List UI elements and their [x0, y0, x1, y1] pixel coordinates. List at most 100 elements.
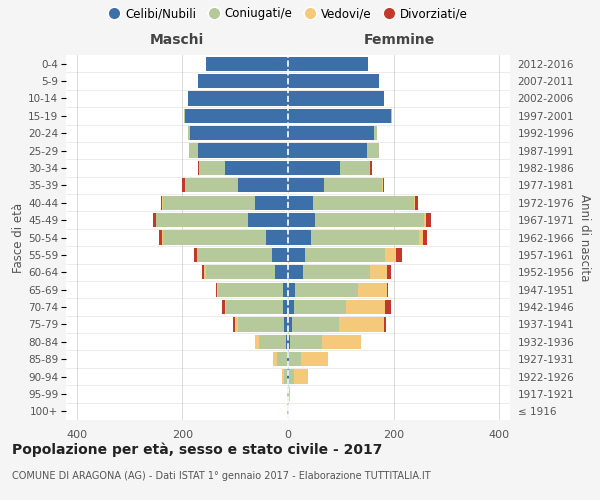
- Bar: [290, 334, 322, 349]
- Bar: [301, 352, 328, 366]
- Bar: [311, 230, 419, 244]
- Bar: [284, 370, 287, 384]
- Bar: [161, 196, 162, 210]
- Bar: [322, 334, 361, 349]
- Bar: [340, 161, 370, 175]
- Bar: [288, 126, 374, 140]
- Bar: [385, 248, 397, 262]
- Bar: [199, 161, 224, 175]
- Bar: [283, 300, 288, 314]
- Bar: [224, 300, 226, 314]
- Bar: [387, 282, 388, 297]
- Bar: [288, 213, 316, 227]
- Bar: [182, 178, 185, 192]
- Bar: [288, 265, 303, 280]
- Bar: [216, 282, 217, 297]
- Legend: Celibi/Nubili, Coniugati/e, Vedovi/e, Divorziati/e: Celibi/Nubili, Coniugati/e, Vedovi/e, Di…: [104, 2, 472, 25]
- Bar: [303, 265, 370, 280]
- Bar: [370, 265, 388, 280]
- Bar: [288, 144, 367, 158]
- Text: Popolazione per età, sesso e stato civile - 2017: Popolazione per età, sesso e stato civil…: [12, 442, 382, 457]
- Bar: [185, 178, 238, 192]
- Bar: [283, 282, 288, 297]
- Bar: [238, 178, 288, 192]
- Bar: [185, 108, 288, 123]
- Bar: [156, 213, 248, 227]
- Text: COMUNE DI ARAGONA (AG) - Dati ISTAT 1° gennaio 2017 - Elaborazione TUTTITALIA.IT: COMUNE DI ARAGONA (AG) - Dati ISTAT 1° g…: [12, 471, 431, 481]
- Bar: [288, 282, 295, 297]
- Bar: [295, 370, 308, 384]
- Bar: [324, 178, 382, 192]
- Bar: [197, 161, 199, 175]
- Bar: [198, 144, 288, 158]
- Bar: [153, 213, 156, 227]
- Bar: [358, 282, 387, 297]
- Y-axis label: Anni di nascita: Anni di nascita: [578, 194, 591, 281]
- Bar: [275, 265, 288, 280]
- Bar: [224, 161, 288, 175]
- Bar: [414, 196, 415, 210]
- Bar: [288, 352, 289, 366]
- Bar: [190, 126, 288, 140]
- Bar: [292, 318, 339, 332]
- Bar: [288, 300, 294, 314]
- Bar: [426, 213, 431, 227]
- Bar: [188, 92, 288, 106]
- Bar: [370, 161, 371, 175]
- Y-axis label: Fasce di età: Fasce di età: [13, 202, 25, 272]
- Bar: [255, 334, 259, 349]
- Bar: [206, 265, 275, 280]
- Bar: [281, 370, 284, 384]
- Bar: [163, 230, 266, 244]
- Bar: [288, 92, 384, 106]
- Bar: [288, 56, 368, 71]
- Bar: [198, 74, 288, 88]
- Bar: [383, 318, 386, 332]
- Bar: [294, 300, 346, 314]
- Bar: [288, 387, 289, 401]
- Bar: [277, 352, 287, 366]
- Bar: [194, 248, 197, 262]
- Bar: [266, 230, 288, 244]
- Bar: [235, 318, 238, 332]
- Bar: [163, 196, 255, 210]
- Bar: [288, 196, 313, 210]
- Bar: [288, 161, 340, 175]
- Bar: [233, 318, 235, 332]
- Bar: [391, 108, 392, 123]
- Bar: [316, 213, 424, 227]
- Bar: [238, 318, 284, 332]
- Bar: [184, 108, 185, 123]
- Bar: [287, 387, 288, 401]
- Bar: [288, 74, 379, 88]
- Bar: [206, 56, 288, 71]
- Bar: [289, 387, 290, 401]
- Bar: [284, 318, 288, 332]
- Bar: [205, 265, 206, 280]
- Bar: [295, 282, 358, 297]
- Bar: [419, 230, 424, 244]
- Bar: [288, 248, 305, 262]
- Bar: [226, 300, 283, 314]
- Text: Femmine: Femmine: [364, 33, 434, 47]
- Bar: [288, 178, 324, 192]
- Bar: [415, 196, 418, 210]
- Bar: [259, 334, 286, 349]
- Bar: [424, 230, 427, 244]
- Bar: [346, 300, 385, 314]
- Bar: [388, 265, 391, 280]
- Bar: [217, 282, 218, 297]
- Bar: [289, 370, 295, 384]
- Bar: [397, 248, 401, 262]
- Bar: [158, 230, 162, 244]
- Bar: [286, 334, 288, 349]
- Bar: [288, 334, 290, 349]
- Bar: [288, 318, 292, 332]
- Bar: [305, 248, 385, 262]
- Bar: [273, 352, 277, 366]
- Bar: [339, 318, 383, 332]
- Bar: [374, 126, 377, 140]
- Bar: [313, 196, 414, 210]
- Bar: [287, 352, 288, 366]
- Bar: [218, 282, 283, 297]
